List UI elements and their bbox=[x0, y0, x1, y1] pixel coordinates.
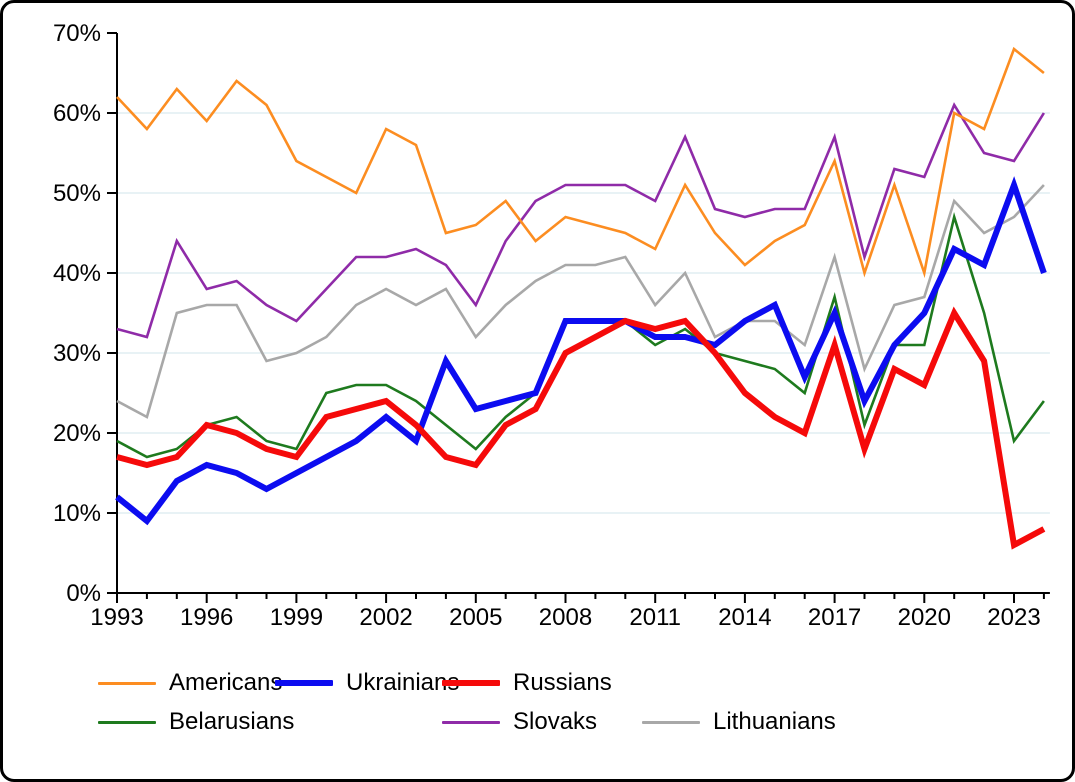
legend-item-belarusians: Belarusians bbox=[98, 708, 294, 736]
x-tick-label: 1996 bbox=[180, 604, 233, 631]
belarusians-line-swatch bbox=[98, 720, 156, 724]
legend-label-ukrainians: Ukrainians bbox=[346, 669, 460, 696]
legend-item-slovaks: Slovaks bbox=[442, 708, 597, 736]
x-tick-label: 2011 bbox=[629, 604, 681, 631]
legend-item-russians: Russians bbox=[442, 669, 612, 697]
legend-label-lithuanians: Lithuanians bbox=[713, 708, 836, 735]
legend-label-slovaks: Slovaks bbox=[513, 708, 598, 735]
y-tick-label: 60% bbox=[53, 100, 101, 127]
y-tick-label: 40% bbox=[53, 260, 101, 287]
legend-label-belarusians: Belarusians bbox=[169, 708, 295, 735]
y-tick-label: 20% bbox=[53, 420, 101, 447]
x-tick-label: 2005 bbox=[449, 604, 502, 631]
ukrainians-line-swatch bbox=[275, 680, 333, 686]
legend-item-lithuanians: Lithuanians bbox=[642, 708, 836, 736]
series-line-russians bbox=[116, 306, 1046, 550]
x-tick-label: 1999 bbox=[270, 604, 323, 631]
slovaks-line-swatch bbox=[442, 720, 500, 724]
series-line-ukrainians bbox=[115, 176, 1047, 526]
legend-label-americans: Americans bbox=[169, 669, 283, 696]
x-tick-label: 1993 bbox=[90, 604, 143, 631]
americans-line-swatch bbox=[98, 681, 156, 685]
legend-item-americans: Americans bbox=[98, 669, 282, 697]
x-tick-label: 2020 bbox=[898, 604, 951, 631]
legend-item-ukrainians: Ukrainians bbox=[275, 669, 459, 697]
y-tick-label: 10% bbox=[53, 500, 101, 527]
series-line-americans bbox=[116, 46, 1045, 279]
y-tick-label: 50% bbox=[53, 180, 101, 207]
series-line-lithuanians bbox=[116, 184, 1045, 419]
legend-label-russians: Russians bbox=[513, 669, 612, 696]
x-tick-label: 2014 bbox=[718, 604, 771, 631]
y-tick-label: 30% bbox=[53, 340, 101, 367]
x-tick-label: 2002 bbox=[359, 604, 412, 631]
russians-line-swatch bbox=[442, 680, 500, 686]
x-tick-label: 2017 bbox=[808, 604, 861, 631]
x-tick-label: 2008 bbox=[539, 604, 592, 631]
series-line-slovaks bbox=[116, 102, 1046, 339]
line-chart-plot: 0% 10% 20% 30% 40% 50% 60% 70% 1993 1996 1999 2002 2… bbox=[53, 20, 1050, 631]
y-tick-label: 0% bbox=[66, 580, 101, 607]
x-tick-label: 2023 bbox=[987, 604, 1040, 631]
lithuanians-line-swatch bbox=[642, 720, 700, 724]
y-tick-label: 70% bbox=[53, 20, 101, 47]
